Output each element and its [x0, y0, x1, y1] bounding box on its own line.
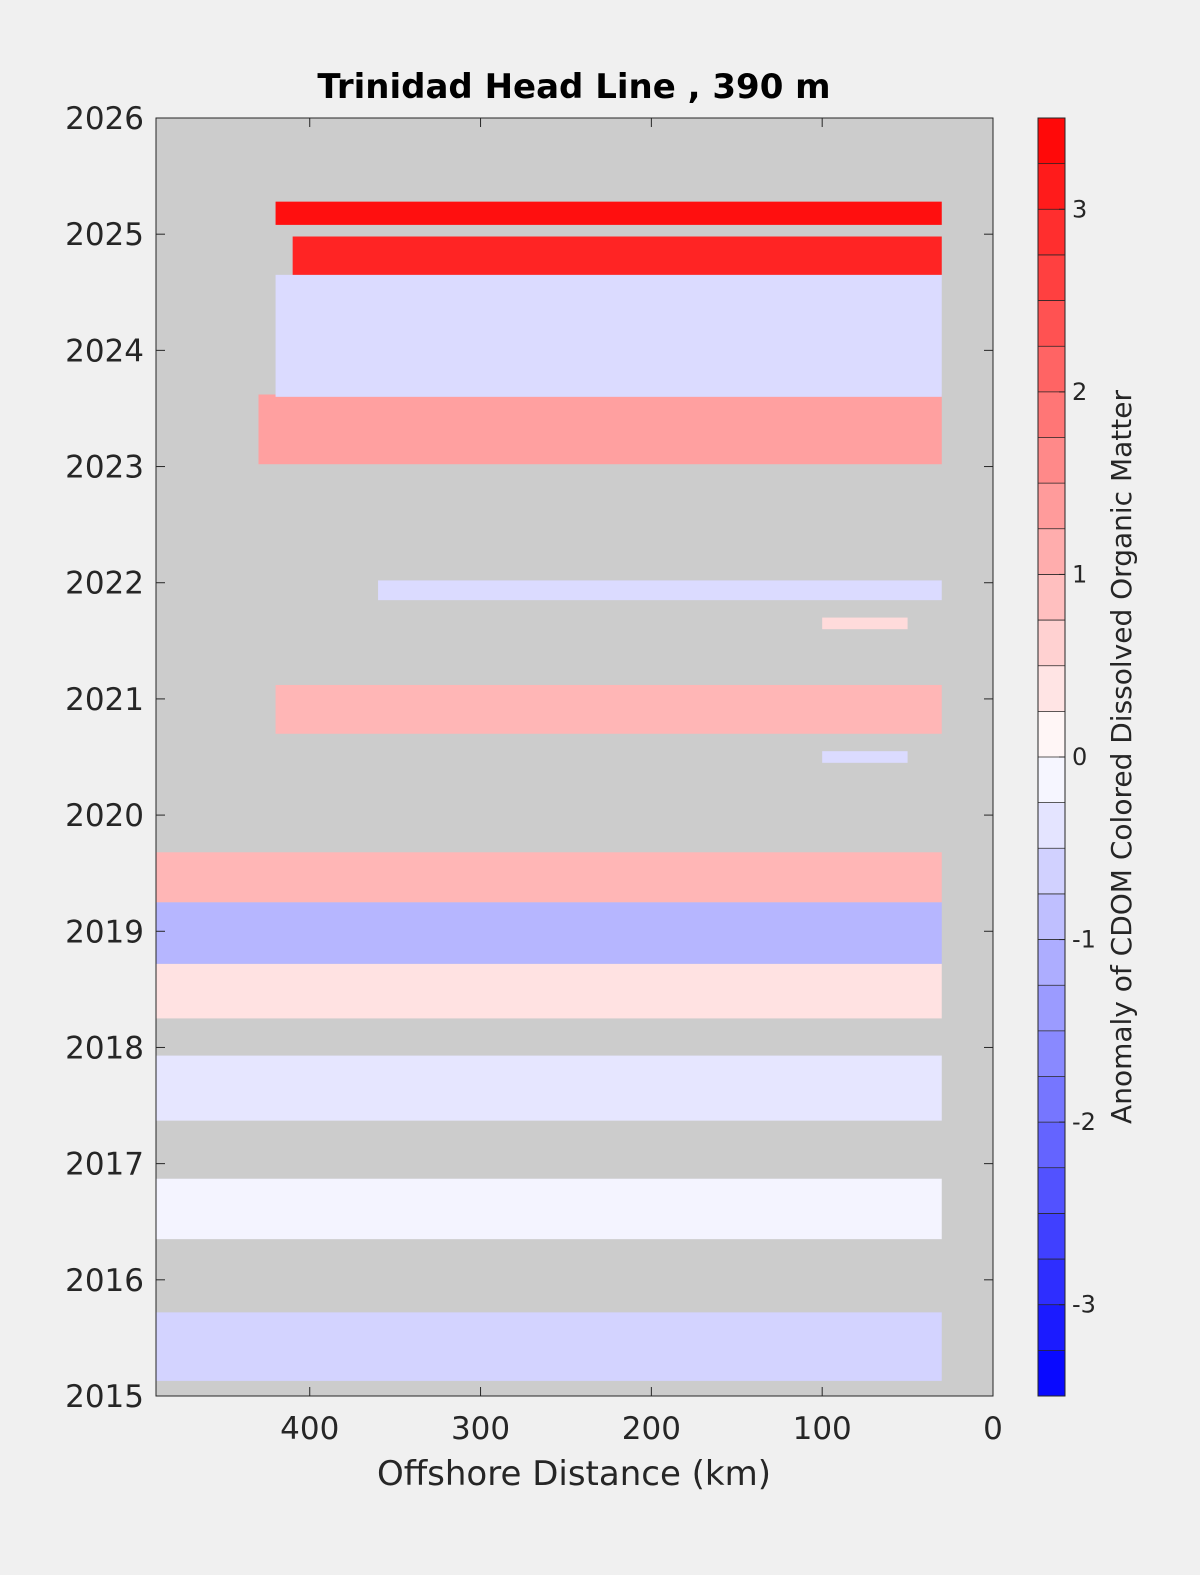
y-tick-label: 2017 — [65, 1147, 144, 1183]
colorbar-segment — [1038, 300, 1065, 347]
x-tick-label: 200 — [622, 1411, 681, 1447]
colorbar-segment — [1038, 391, 1065, 438]
data-band-1 — [156, 1178, 942, 1240]
y-tick-label: 2025 — [65, 217, 144, 253]
x-tick-label: 100 — [793, 1411, 852, 1447]
colorbar-segment — [1038, 1030, 1065, 1077]
colorbar-segment — [1038, 757, 1065, 804]
data-band-2 — [156, 1055, 942, 1121]
data-band-4 — [156, 902, 942, 964]
data-band-7 — [275, 684, 942, 734]
y-tick-label: 2019 — [65, 914, 144, 950]
colorbar-segment — [1038, 528, 1065, 575]
colorbar: 3 2 1 0 -1 -2 -3 — [1037, 117, 1096, 1397]
x-tick-label: 400 — [280, 1411, 339, 1447]
y-tick-label: 2021 — [65, 682, 144, 718]
colorbar-segment — [1038, 1076, 1065, 1123]
plot-frame — [155, 117, 994, 1397]
colorbar-segment — [1038, 1213, 1065, 1260]
colorbar-segment — [1038, 209, 1065, 256]
colorbar-segment — [1038, 1122, 1065, 1169]
chart-title: Trinidad Head Line , 390 m — [317, 67, 830, 107]
x-tick-label: 0 — [983, 1411, 1003, 1447]
data-band-12 — [292, 236, 942, 275]
data-band-0 — [156, 1312, 942, 1381]
colorbar-tick-label: -2 — [1072, 1108, 1096, 1136]
data-band-11 — [275, 274, 942, 397]
y-tick-label: 2016 — [65, 1263, 144, 1299]
colorbar-segment — [1038, 574, 1065, 621]
colorbar-tick-label: -3 — [1072, 1291, 1096, 1319]
x-tick-label: 300 — [451, 1411, 510, 1447]
colorbar-label: Anomaly of CDOM Colored Dissolved Organi… — [1105, 390, 1138, 1124]
colorbar-segment — [1038, 893, 1065, 941]
colorbar-tick-label: 3 — [1072, 195, 1087, 223]
colorbar-segment — [1038, 1304, 1065, 1351]
y-tick-label: 2020 — [65, 798, 144, 834]
colorbar-segment — [1038, 848, 1065, 895]
y-tick-label: 2024 — [65, 333, 144, 369]
colorbar-segment — [1038, 346, 1065, 393]
y-tick-label: 2026 — [65, 101, 144, 137]
colorbar-segment — [1038, 483, 1065, 530]
data-bands — [156, 201, 942, 1381]
data-band-9 — [378, 580, 942, 601]
x-axis: 400 300 200 100 0 — [280, 118, 1003, 1447]
colorbar-tick-label: 0 — [1072, 743, 1087, 771]
y-axis: 2015 2016 2017 2018 2019 2020 2021 2022 2023 2024… — [65, 101, 993, 1415]
colorbar-segment — [1038, 1350, 1065, 1397]
colorbar-tick-label: 2 — [1072, 378, 1087, 406]
colorbar-segment — [1038, 118, 1065, 165]
colorbar-tick-label: 1 — [1072, 560, 1087, 588]
y-tick-label: 2018 — [65, 1030, 144, 1066]
data-band-6 — [822, 751, 908, 763]
colorbar-segment — [1038, 620, 1065, 667]
data-band-8 — [822, 617, 908, 630]
colorbar-segment — [1038, 939, 1065, 986]
colorbar-segment — [1038, 1167, 1065, 1214]
x-axis-label: Offshore Distance (km) — [377, 1454, 771, 1494]
colorbar-segment — [1038, 254, 1065, 302]
colorbar-segment — [1038, 437, 1065, 484]
colorbar-tick-label: -1 — [1072, 926, 1096, 954]
colorbar-segment — [1038, 985, 1065, 1032]
colorbar-segment — [1038, 711, 1065, 758]
y-tick-label: 2023 — [65, 450, 144, 486]
colorbar-segment — [1038, 665, 1065, 712]
colorbar-segment — [1038, 1259, 1065, 1306]
y-tick-label: 2015 — [65, 1379, 144, 1415]
data-band-5 — [156, 852, 942, 903]
data-band-13 — [275, 201, 942, 225]
data-band-10 — [258, 394, 942, 465]
colorbar-segment — [1038, 163, 1065, 210]
data-band-3 — [156, 963, 942, 1019]
y-tick-label: 2022 — [65, 566, 144, 602]
colorbar-segment — [1038, 802, 1065, 849]
